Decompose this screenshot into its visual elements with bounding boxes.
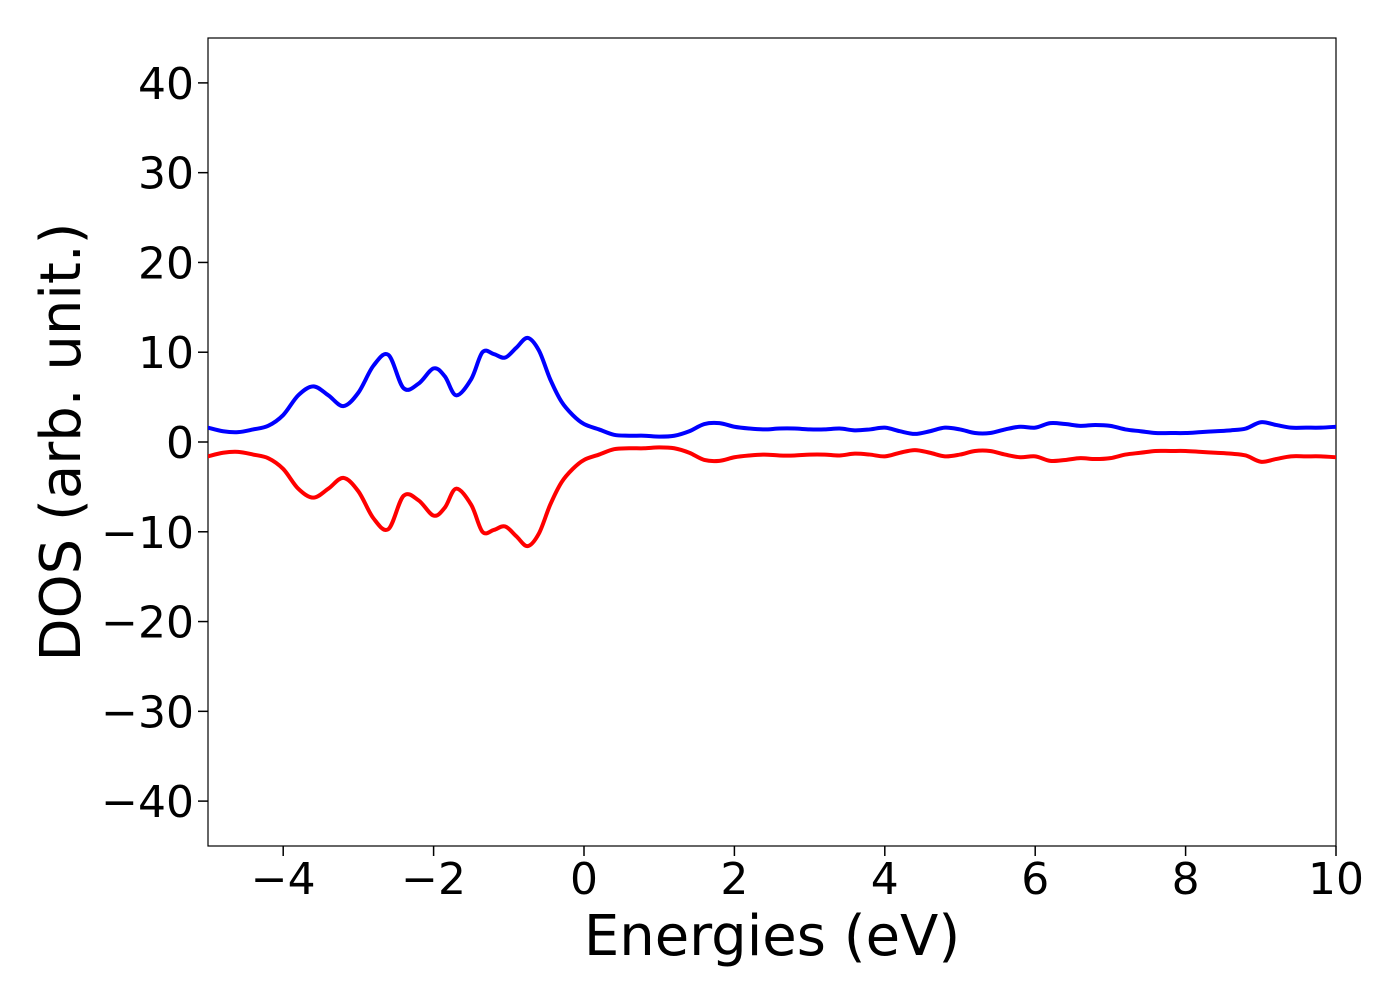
dos-series-line-blue xyxy=(208,335,1336,439)
x-tick-label: 4 xyxy=(871,854,899,905)
y-tick-label: 40 xyxy=(138,59,194,110)
y-tick-label: −30 xyxy=(101,687,194,738)
y-tick-label: 20 xyxy=(138,238,194,289)
y-tick-label: −20 xyxy=(101,598,194,649)
series-layer xyxy=(208,335,1336,549)
x-axis-ticks: −4 −2 0 2 4 6 8 10 xyxy=(251,846,1364,905)
y-axis-label: DOS (arb. unit.) xyxy=(29,222,94,661)
x-tick-label: 2 xyxy=(720,854,748,905)
dos-series-line-red xyxy=(208,445,1336,549)
y-axis-ticks: 40 30 20 10 0 −10 −20 −30 −40 xyxy=(101,59,208,828)
y-tick-label: −40 xyxy=(101,777,194,828)
x-tick-label: 8 xyxy=(1172,854,1200,905)
x-tick-label: −4 xyxy=(251,854,316,905)
y-tick-label: 10 xyxy=(138,328,194,379)
x-tick-label: 0 xyxy=(570,854,598,905)
y-tick-label: 30 xyxy=(138,149,194,200)
x-tick-label: 10 xyxy=(1308,854,1364,905)
plot-frame xyxy=(207,37,1337,847)
x-tick-label: 6 xyxy=(1021,854,1049,905)
y-tick-label: 0 xyxy=(166,418,194,469)
x-tick-label: −2 xyxy=(401,854,466,905)
y-tick-label: −10 xyxy=(101,508,194,559)
x-axis-label: Energies (eV) xyxy=(584,904,960,969)
